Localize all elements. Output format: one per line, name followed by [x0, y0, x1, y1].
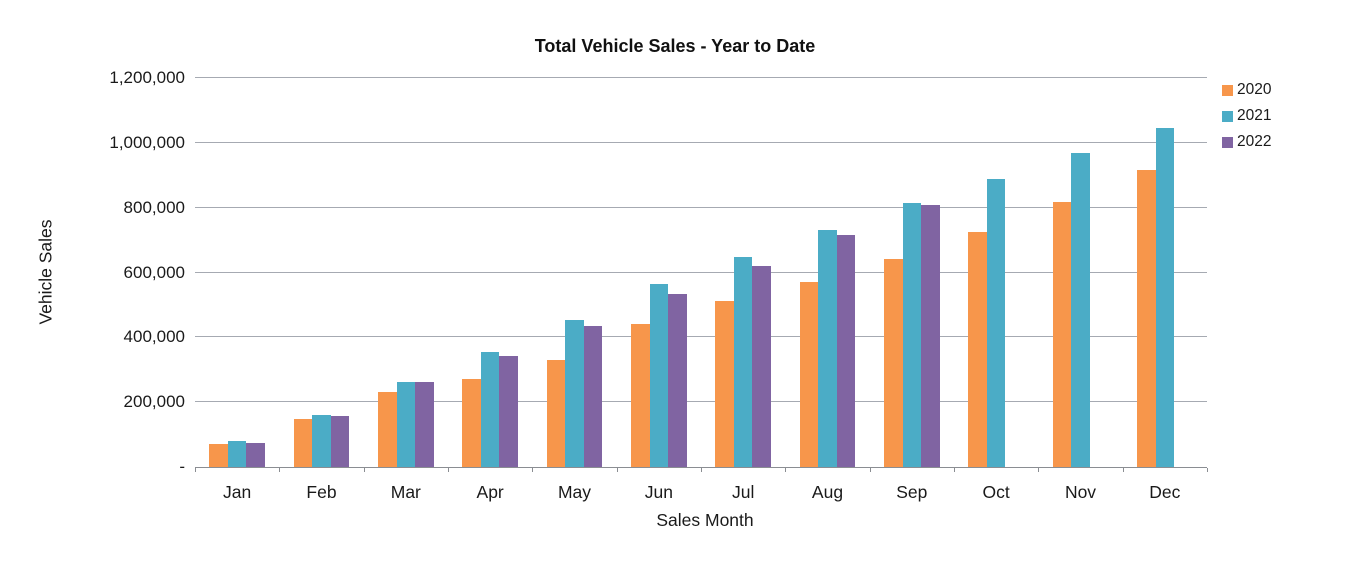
- plot-area: [195, 77, 1207, 468]
- x-tick-label-jun: Jun: [644, 482, 673, 502]
- x-tick-label-apr: Apr: [476, 482, 504, 502]
- x-axis-tick: [616, 468, 618, 472]
- bar-2022-feb: [330, 416, 350, 467]
- y-tick-label-1000000: 1,000,000: [109, 132, 185, 152]
- gridline-200000: [195, 401, 1207, 403]
- bar-2022-apr: [499, 356, 518, 467]
- bar-2020-jul: [715, 301, 734, 467]
- bar-2020-apr: [462, 379, 481, 467]
- x-tick-label-aug: Aug: [811, 482, 844, 502]
- legend-item-2022: 2022: [1222, 129, 1271, 155]
- legend-label-2021: 2021: [1237, 107, 1272, 124]
- x-axis-title: Sales Month: [656, 510, 754, 530]
- x-axis-tick: [701, 468, 702, 472]
- bar-2022-may: [583, 326, 603, 467]
- x-tick-label-jan: Jan: [223, 482, 252, 502]
- bar-2020-mar: [378, 391, 397, 467]
- y-tick-label-0: -: [179, 457, 185, 476]
- x-tick-label-jul: Jul: [731, 482, 755, 502]
- bar-2022-sep: [921, 204, 940, 467]
- bar-2020-sep: [884, 258, 903, 467]
- x-axis-tick: [954, 468, 955, 472]
- bar-2020-dec: [1137, 170, 1156, 467]
- bar-2022-jan: [246, 443, 265, 467]
- chart-legend: 2020 2021 2022: [1222, 77, 1271, 155]
- x-axis-tick: [532, 468, 534, 472]
- x-tick-label-nov: Nov: [1064, 482, 1097, 502]
- bar-2021-apr: [480, 352, 500, 467]
- bar-2022-aug: [836, 234, 856, 467]
- bar-2022-jun: [668, 293, 687, 467]
- gridline-1000000: [195, 141, 1207, 143]
- y-tick-label-400000: 400,000: [123, 327, 185, 347]
- x-axis-tick: [279, 468, 281, 472]
- bar-2021-oct: [986, 178, 1006, 467]
- x-tick-label-sep: Sep: [896, 482, 928, 502]
- bar-2020-jun: [631, 324, 650, 467]
- bar-2021-jan: [227, 441, 247, 467]
- legend-label-2022: 2022: [1237, 133, 1272, 150]
- gridline-400000: [195, 336, 1207, 338]
- legend-item-2020: 2020: [1222, 77, 1271, 103]
- bar-2021-sep: [902, 202, 922, 467]
- x-axis-tick: [785, 468, 787, 472]
- y-tick-label-200000: 200,000: [123, 392, 185, 412]
- bar-2021-mar: [396, 382, 416, 467]
- legend-label-2020: 2020: [1237, 81, 1272, 98]
- y-tick-label-600000: 600,000: [123, 262, 185, 282]
- x-tick-label-may: May: [557, 482, 592, 502]
- bar-2022-mar: [415, 382, 434, 467]
- legend-swatch-2022-icon: [1222, 136, 1233, 148]
- bar-2021-feb: [312, 414, 331, 467]
- legend-swatch-2021-icon: [1222, 110, 1233, 122]
- bar-2021-may: [565, 319, 584, 467]
- x-axis-tick: [1038, 468, 1040, 472]
- bar-2021-nov: [1071, 153, 1090, 467]
- bar-2020-nov: [1052, 201, 1072, 467]
- legend-item-2021: 2021: [1222, 103, 1271, 129]
- x-tick-label-dec: Dec: [1149, 482, 1181, 502]
- x-axis-tick: [195, 468, 196, 472]
- x-tick-label-oct: Oct: [982, 482, 1010, 502]
- x-axis-tick: [1122, 468, 1124, 472]
- gridline-600000: [195, 271, 1207, 273]
- x-tick-label-feb: Feb: [306, 482, 337, 502]
- y-tick-label-1200000: 1,200,000: [109, 68, 185, 87]
- x-axis-tick: [448, 468, 449, 472]
- x-tick-label-mar: Mar: [390, 482, 421, 502]
- legend-swatch-2020-icon: [1222, 84, 1233, 96]
- gridline-1200000: [195, 77, 1207, 78]
- bar-2020-may: [546, 360, 566, 467]
- bar-2022-jul: [752, 266, 771, 467]
- x-axis-tick: [363, 468, 365, 472]
- bar-2020-oct: [968, 231, 987, 467]
- bar-2021-jul: [733, 256, 753, 467]
- y-tick-label-800000: 800,000: [123, 197, 185, 217]
- x-axis-tick: [869, 468, 871, 472]
- gridline-800000: [195, 206, 1207, 208]
- bar-2020-feb: [293, 419, 313, 467]
- bar-2021-jun: [649, 283, 669, 467]
- bar-2020-jan: [209, 444, 228, 467]
- chart-title: Total Vehicle Sales - Year to Date: [534, 36, 816, 56]
- x-axis-tick: [1207, 468, 1208, 472]
- bar-2021-aug: [818, 230, 837, 467]
- bar-2021-dec: [1155, 127, 1175, 467]
- bar-2020-aug: [799, 281, 819, 467]
